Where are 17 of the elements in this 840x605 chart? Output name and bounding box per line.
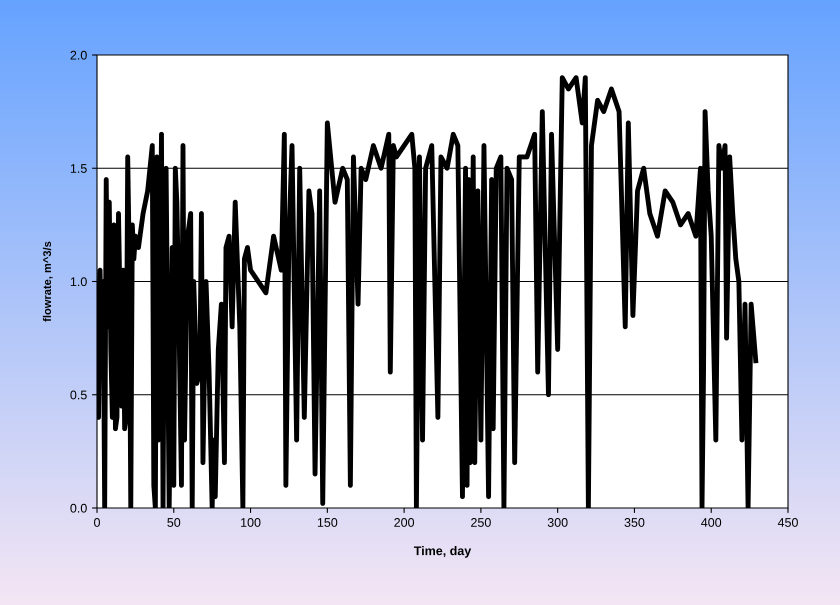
x-tick-label: 450 [778,518,798,527]
x-tick-label: 0 [94,518,100,527]
x-tick-label: 150 [318,518,338,527]
x-tick-label: 250 [471,518,491,527]
y-tick-label: 1.0 [70,277,87,286]
x-tick-label: 350 [624,518,644,527]
y-tick-label: 2.0 [70,50,87,60]
x-axis-title: Time, day [414,546,472,558]
y-tick-label: 0.0 [70,504,87,513]
y-tick-label: 0.5 [70,390,87,400]
y-axis-title: flowrate, m^3/s [42,242,53,322]
x-tick-label: 200 [394,518,414,527]
y-tick-label: 1.5 [70,164,87,173]
x-tick-label: 100 [241,518,260,527]
x-tick-label: 300 [548,518,568,527]
x-tick-label: 400 [701,518,722,527]
x-tick-label: 50 [167,518,180,527]
